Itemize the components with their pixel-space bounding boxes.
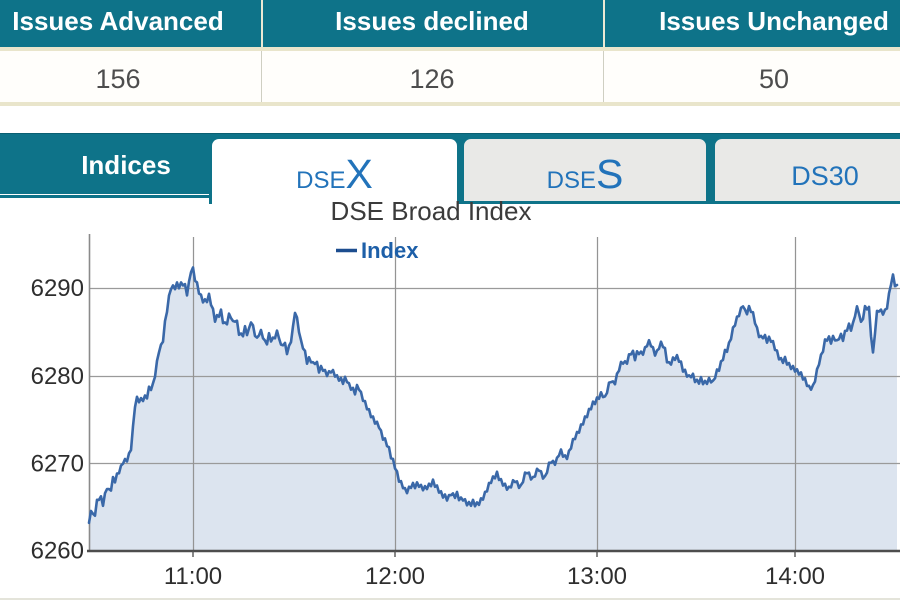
svg-text:14:00: 14:00 (765, 563, 825, 590)
svg-text:12:00: 12:00 (365, 563, 425, 590)
svg-text:6260: 6260 (31, 538, 84, 565)
svg-text:Index: Index (361, 238, 419, 263)
svg-text:6290: 6290 (31, 275, 84, 302)
svg-text:6270: 6270 (31, 451, 84, 478)
svg-text:6280: 6280 (31, 363, 84, 390)
svg-text:11:00: 11:00 (164, 563, 222, 590)
svg-text:13:00: 13:00 (567, 563, 627, 590)
